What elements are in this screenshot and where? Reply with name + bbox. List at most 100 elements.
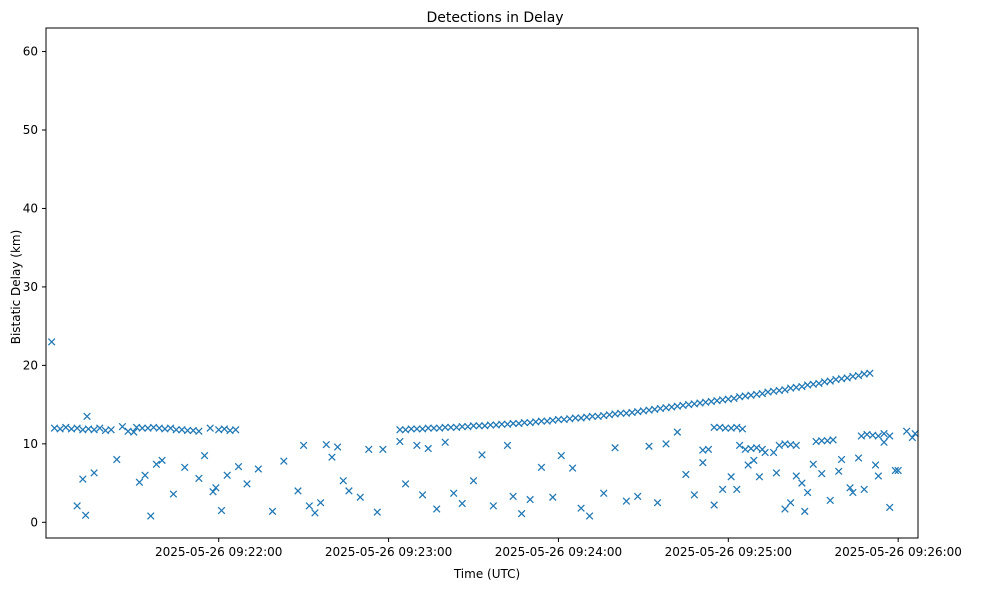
data-point (537, 417, 546, 425)
data-point (73, 502, 81, 510)
data-point (577, 504, 585, 512)
data-point (837, 455, 846, 464)
data-point (854, 454, 863, 462)
data-point (180, 463, 189, 472)
data-point (517, 509, 526, 518)
data-point (365, 445, 373, 454)
data-point (328, 453, 336, 461)
data-point (280, 457, 288, 465)
data-point (727, 473, 735, 481)
data-point (662, 440, 670, 448)
data-point (755, 473, 764, 481)
data-point (509, 419, 517, 428)
data-point (469, 476, 478, 485)
data-point (172, 425, 180, 434)
data-point (690, 491, 699, 499)
data-point (432, 505, 441, 513)
data-point (829, 436, 837, 444)
data-point (843, 374, 851, 382)
y-tick-label: 60 (23, 45, 38, 59)
data-point (56, 425, 64, 433)
data-point (704, 445, 713, 454)
data-point (118, 422, 127, 431)
data-point (653, 498, 662, 507)
data-point (407, 425, 415, 433)
data-point (212, 484, 220, 492)
data-point (744, 461, 752, 469)
data-point (183, 426, 192, 435)
x-axis: 2025-05-26 09:22:00 2025-05-26 09:23:00 20… (155, 538, 962, 559)
data-point (503, 441, 512, 450)
data-point (223, 471, 231, 479)
data-point (803, 488, 812, 497)
data-point (498, 420, 506, 428)
data-point (413, 441, 421, 450)
data-point (874, 472, 883, 480)
data-point (849, 488, 857, 497)
data-point (231, 425, 240, 434)
data-point (874, 432, 883, 440)
data-point (458, 422, 466, 431)
data-point (908, 433, 917, 442)
data-point (860, 485, 868, 494)
data-point (866, 369, 874, 377)
data-point (73, 424, 81, 432)
data-point (775, 441, 784, 450)
data-point (826, 377, 834, 385)
data-point (611, 444, 619, 452)
data-point (83, 412, 91, 421)
data-point (710, 501, 718, 509)
data-point (430, 424, 438, 432)
data-point (268, 507, 277, 516)
y-tick-label: 40 (23, 201, 38, 215)
data-point (817, 469, 826, 478)
data-point (772, 469, 781, 477)
data-point (721, 424, 730, 432)
data-point (458, 499, 466, 508)
data-point (96, 424, 104, 432)
data-point (294, 487, 302, 495)
data-point (113, 455, 121, 464)
data-point (891, 466, 900, 475)
y-tick-label: 20 (23, 358, 38, 372)
data-point (735, 441, 744, 450)
data-point (750, 456, 758, 465)
data-point (441, 438, 449, 447)
data-point (792, 472, 801, 480)
data-point (885, 432, 894, 440)
data-point (718, 485, 727, 494)
data-point (418, 491, 427, 499)
data-point (633, 492, 642, 501)
data-point (871, 461, 880, 469)
data-point (880, 438, 888, 447)
x-tick-label: 2025-05-26 09:25:00 (665, 545, 792, 559)
data-point (379, 445, 387, 454)
data-point (809, 460, 817, 468)
data-point (138, 424, 147, 432)
data-point (333, 443, 342, 451)
data-point (469, 422, 478, 430)
data-point (798, 382, 806, 391)
y-tick-label: 0 (30, 515, 38, 529)
data-point (322, 440, 331, 449)
data-point (699, 458, 707, 467)
data-point (571, 414, 580, 422)
data-point (730, 394, 738, 403)
data-point (396, 437, 404, 446)
x-tick-label: 2025-05-26 09:23:00 (325, 545, 452, 559)
data-point (885, 503, 894, 512)
data-point (209, 487, 217, 496)
data-point (195, 474, 203, 483)
data-point (733, 485, 741, 494)
data-point (599, 489, 608, 498)
data-point (217, 506, 226, 515)
data-point (792, 441, 801, 450)
data-point (588, 412, 597, 421)
data-point (682, 470, 690, 479)
data-point (520, 418, 529, 427)
data-point (509, 492, 517, 501)
data-point (152, 460, 161, 468)
data-point (200, 451, 209, 460)
